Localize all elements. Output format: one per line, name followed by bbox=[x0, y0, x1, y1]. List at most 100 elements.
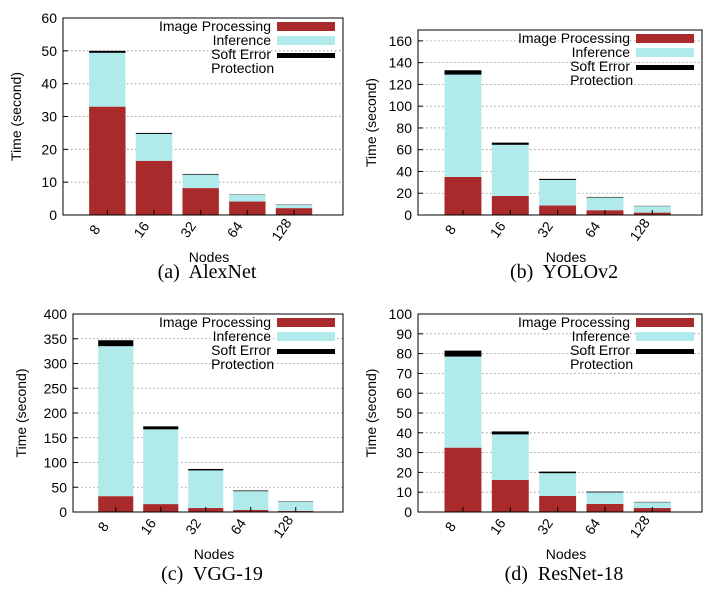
legend-swatch-2 bbox=[636, 332, 694, 341]
bar-inference-16 bbox=[135, 133, 173, 161]
legend-swatch-1 bbox=[277, 22, 335, 31]
bar-inference-64 bbox=[586, 197, 624, 211]
y-tick-label: 200 bbox=[44, 405, 68, 421]
y-tick-label: 120 bbox=[389, 76, 413, 92]
bar-soft-error-protection-16 bbox=[491, 142, 529, 145]
y-tick-label: 100 bbox=[44, 455, 68, 471]
bar-soft-error-protection-64 bbox=[233, 490, 269, 492]
bar-soft-error-protection-32 bbox=[182, 173, 219, 175]
legend-label: Protection bbox=[570, 356, 633, 372]
y-tick-label: 40 bbox=[396, 163, 412, 179]
bar-image-processing-8 bbox=[89, 106, 126, 215]
x-tick-label: 128 bbox=[268, 215, 295, 243]
bar-soft-error-protection-32 bbox=[188, 468, 224, 471]
x-tick-label: 32 bbox=[182, 515, 204, 537]
x-tick-label: 64 bbox=[224, 218, 246, 240]
bar-soft-error-protection-8 bbox=[98, 340, 134, 347]
y-tick-label: 0 bbox=[49, 207, 57, 223]
x-axis-title: Nodes bbox=[546, 546, 586, 562]
y-tick-label: 0 bbox=[404, 207, 412, 223]
bar-soft-error-protection-16 bbox=[135, 132, 173, 134]
legend-swatch-3 bbox=[636, 65, 694, 70]
plot-frame bbox=[62, 17, 344, 216]
x-tick-label: 16 bbox=[130, 218, 152, 240]
panel-caption: (b) YOLOv2 bbox=[510, 261, 618, 283]
y-tick-label: 140 bbox=[389, 55, 413, 71]
legend-label: Soft Error bbox=[211, 46, 271, 62]
legend-label: Image Processing bbox=[518, 30, 630, 46]
x-axis-title: Nodes bbox=[546, 249, 586, 265]
x-axis-title: Nodes bbox=[189, 249, 229, 265]
y-tick-label: 350 bbox=[44, 331, 68, 347]
legend-label: Image Processing bbox=[159, 314, 271, 330]
x-tick-label: 8 bbox=[442, 519, 460, 535]
bar-inference-32 bbox=[182, 174, 219, 189]
y-tick-label: 40 bbox=[396, 425, 412, 441]
bar-soft-error-protection-64 bbox=[586, 196, 624, 198]
legend-label: Soft Error bbox=[570, 58, 630, 74]
bar-inference-16 bbox=[143, 429, 179, 505]
y-axis-title: Time (second) bbox=[363, 78, 379, 167]
panel-caption: (d) ResNet-18 bbox=[505, 563, 624, 585]
y-tick-label: 50 bbox=[396, 405, 412, 421]
legend-label: Inference bbox=[572, 44, 631, 60]
legend-label: Protection bbox=[570, 72, 633, 88]
legend-swatch-1 bbox=[277, 318, 335, 327]
bar-soft-error-protection-32 bbox=[539, 178, 577, 180]
y-tick-label: 20 bbox=[396, 185, 412, 201]
y-tick-label: 100 bbox=[389, 306, 413, 322]
x-tick-label: 64 bbox=[581, 515, 603, 537]
legend-swatch-1 bbox=[636, 34, 694, 43]
chart-panel-3: 0 50 100 150 200 250 300 350 400 8 16 32 64 128 Time (… bbox=[13, 306, 344, 585]
y-tick-label: 20 bbox=[396, 464, 412, 480]
bar-soft-error-protection-64 bbox=[586, 491, 624, 493]
chart-panel-2: 0 20 40 60 80 100 120 140 160 8 16 32 64 128 Time (sec… bbox=[363, 29, 703, 283]
legend-label: Inference bbox=[213, 32, 272, 48]
bar-image-processing-8 bbox=[444, 447, 482, 512]
y-tick-label: 90 bbox=[396, 326, 412, 342]
x-tick-label: 128 bbox=[626, 215, 653, 243]
bar-inference-128 bbox=[633, 502, 671, 509]
bar-inference-128 bbox=[278, 501, 314, 512]
y-tick-label: 30 bbox=[41, 109, 57, 125]
bar-soft-error-protection-16 bbox=[491, 431, 529, 435]
plot-frame bbox=[417, 29, 703, 216]
bar-inference-64 bbox=[586, 492, 624, 504]
bar-image-processing-16 bbox=[491, 195, 529, 215]
legend-swatch-2 bbox=[277, 36, 335, 45]
plot-frame bbox=[417, 313, 703, 513]
y-tick-label: 250 bbox=[44, 380, 68, 396]
bar-inference-128 bbox=[633, 206, 671, 213]
bar-image-processing-16 bbox=[491, 479, 529, 512]
y-tick-label: 60 bbox=[396, 142, 412, 158]
x-tick-label: 32 bbox=[534, 218, 556, 240]
legend-label: Inference bbox=[572, 328, 631, 344]
bar-inference-64 bbox=[229, 194, 266, 202]
legend-label: Image Processing bbox=[518, 314, 630, 330]
y-tick-label: 60 bbox=[41, 10, 57, 26]
bar-soft-error-protection-16 bbox=[143, 426, 179, 430]
y-tick-label: 70 bbox=[396, 365, 412, 381]
bar-image-processing-16 bbox=[135, 160, 173, 215]
y-tick-label: 300 bbox=[44, 356, 68, 372]
x-tick-label: 16 bbox=[487, 218, 509, 240]
x-tick-label: 64 bbox=[227, 515, 249, 537]
x-tick-label: 8 bbox=[86, 222, 104, 238]
y-tick-label: 100 bbox=[389, 98, 413, 114]
y-tick-label: 50 bbox=[51, 479, 67, 495]
y-tick-label: 80 bbox=[396, 120, 412, 136]
x-tick-label: 64 bbox=[581, 218, 603, 240]
y-axis-title: Time (second) bbox=[13, 369, 29, 458]
y-tick-label: 150 bbox=[44, 430, 68, 446]
legend-label: Soft Error bbox=[211, 342, 271, 358]
x-tick-label: 32 bbox=[534, 515, 556, 537]
bar-inference-32 bbox=[539, 179, 577, 206]
x-tick-label: 8 bbox=[94, 519, 112, 535]
legend-swatch-3 bbox=[277, 53, 335, 58]
x-tick-label: 128 bbox=[270, 512, 297, 540]
x-tick-label: 16 bbox=[487, 515, 509, 537]
bar-inference-8 bbox=[98, 346, 134, 497]
legend-swatch-2 bbox=[277, 332, 335, 341]
bar-soft-error-protection-8 bbox=[444, 70, 482, 75]
